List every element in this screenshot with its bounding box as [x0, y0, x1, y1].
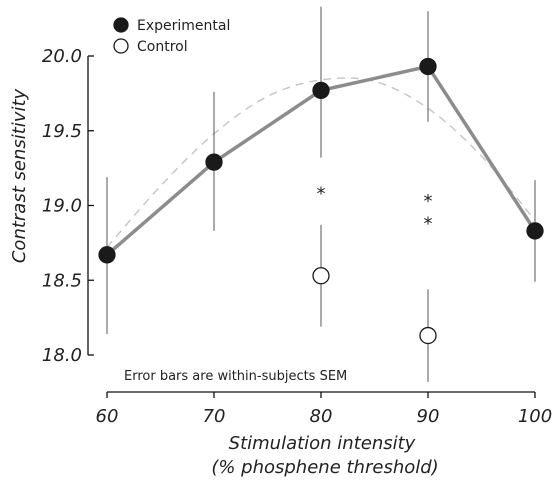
point-experimental-70 — [205, 153, 223, 171]
x-axis-subtitle: (% phosphene threshold) — [211, 457, 438, 478]
legend-label-control: Control — [137, 39, 188, 55]
fit-curve — [106, 77, 536, 248]
plot-area: * ** — [98, 6, 544, 382]
y-tick-label: 19.5 — [42, 121, 82, 142]
point-experimental-100 — [526, 222, 544, 240]
y-tick-label: 18.5 — [42, 270, 82, 291]
x-tick-label: 60 — [96, 406, 119, 427]
point-experimental-90 — [419, 57, 437, 76]
point-experimental-60 — [98, 246, 116, 264]
point-control-80 — [312, 267, 330, 285]
legend-label-experimental: Experimental — [137, 18, 230, 34]
legend-marker-control — [113, 38, 129, 54]
significance-star: * — [424, 213, 433, 234]
y-tick-label: 20.0 — [42, 46, 82, 67]
significance-star: * — [424, 191, 433, 212]
y-tick-label: 18.0 — [42, 345, 82, 366]
x-tick-label: 80 — [310, 406, 333, 427]
x-tick-label: 90 — [417, 406, 440, 427]
axes: 18.0 18.5 19.0 19.5 20.0 60 70 80 90 100 — [42, 46, 552, 427]
error-bar-note: Error bars are within-subjects SEM — [124, 369, 347, 384]
point-experimental-80 — [312, 81, 330, 100]
legend: Experimental Control — [113, 17, 230, 55]
y-tick-label: 19.0 — [42, 196, 82, 217]
x-tick-label: 70 — [203, 406, 226, 427]
significance-star: * — [317, 184, 326, 205]
x-tick-label: 100 — [518, 406, 552, 427]
point-control-90 — [419, 326, 437, 345]
legend-marker-experimental — [113, 17, 129, 33]
y-axis-title: Contrast sensitivity — [9, 89, 30, 264]
x-axis-title: Stimulation intensity — [229, 433, 416, 454]
